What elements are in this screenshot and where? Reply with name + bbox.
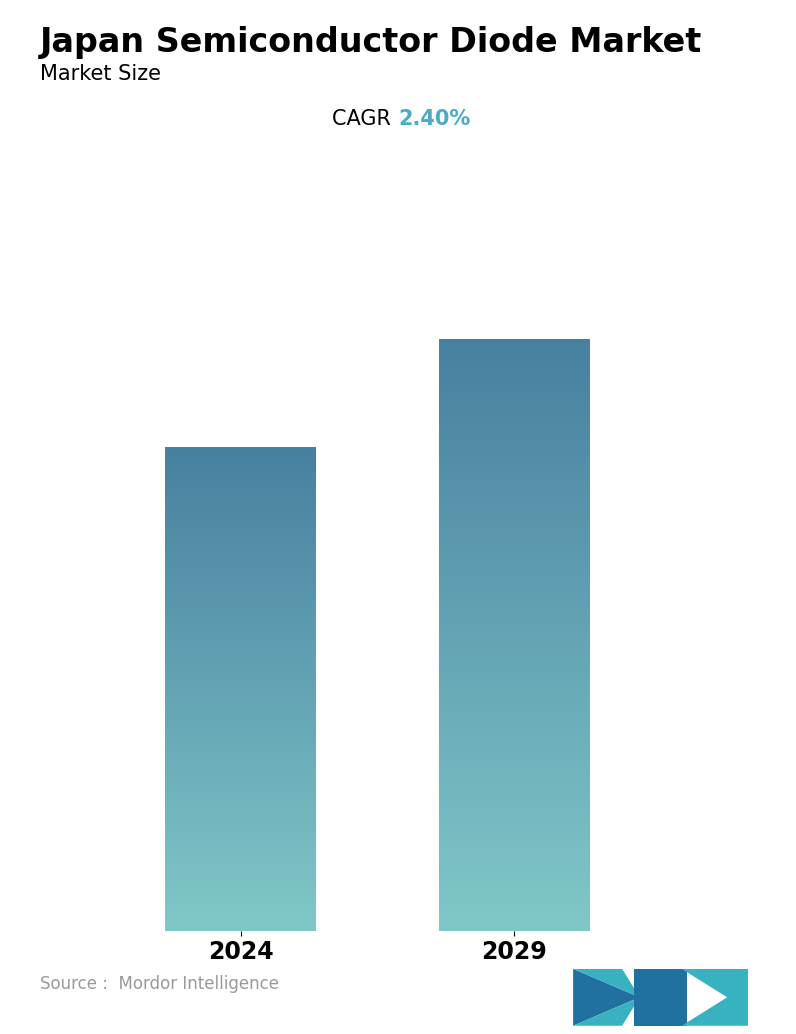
Text: Japan Semiconductor Diode Market: Japan Semiconductor Diode Market [40,26,702,59]
Polygon shape [573,969,640,1026]
Polygon shape [681,969,748,1026]
Polygon shape [573,997,640,1026]
Text: 2.40%: 2.40% [398,109,470,128]
Polygon shape [634,969,687,1026]
Text: Market Size: Market Size [40,64,161,84]
Polygon shape [573,969,640,997]
Text: Source :  Mordor Intelligence: Source : Mordor Intelligence [40,975,279,993]
Text: CAGR: CAGR [333,109,398,128]
